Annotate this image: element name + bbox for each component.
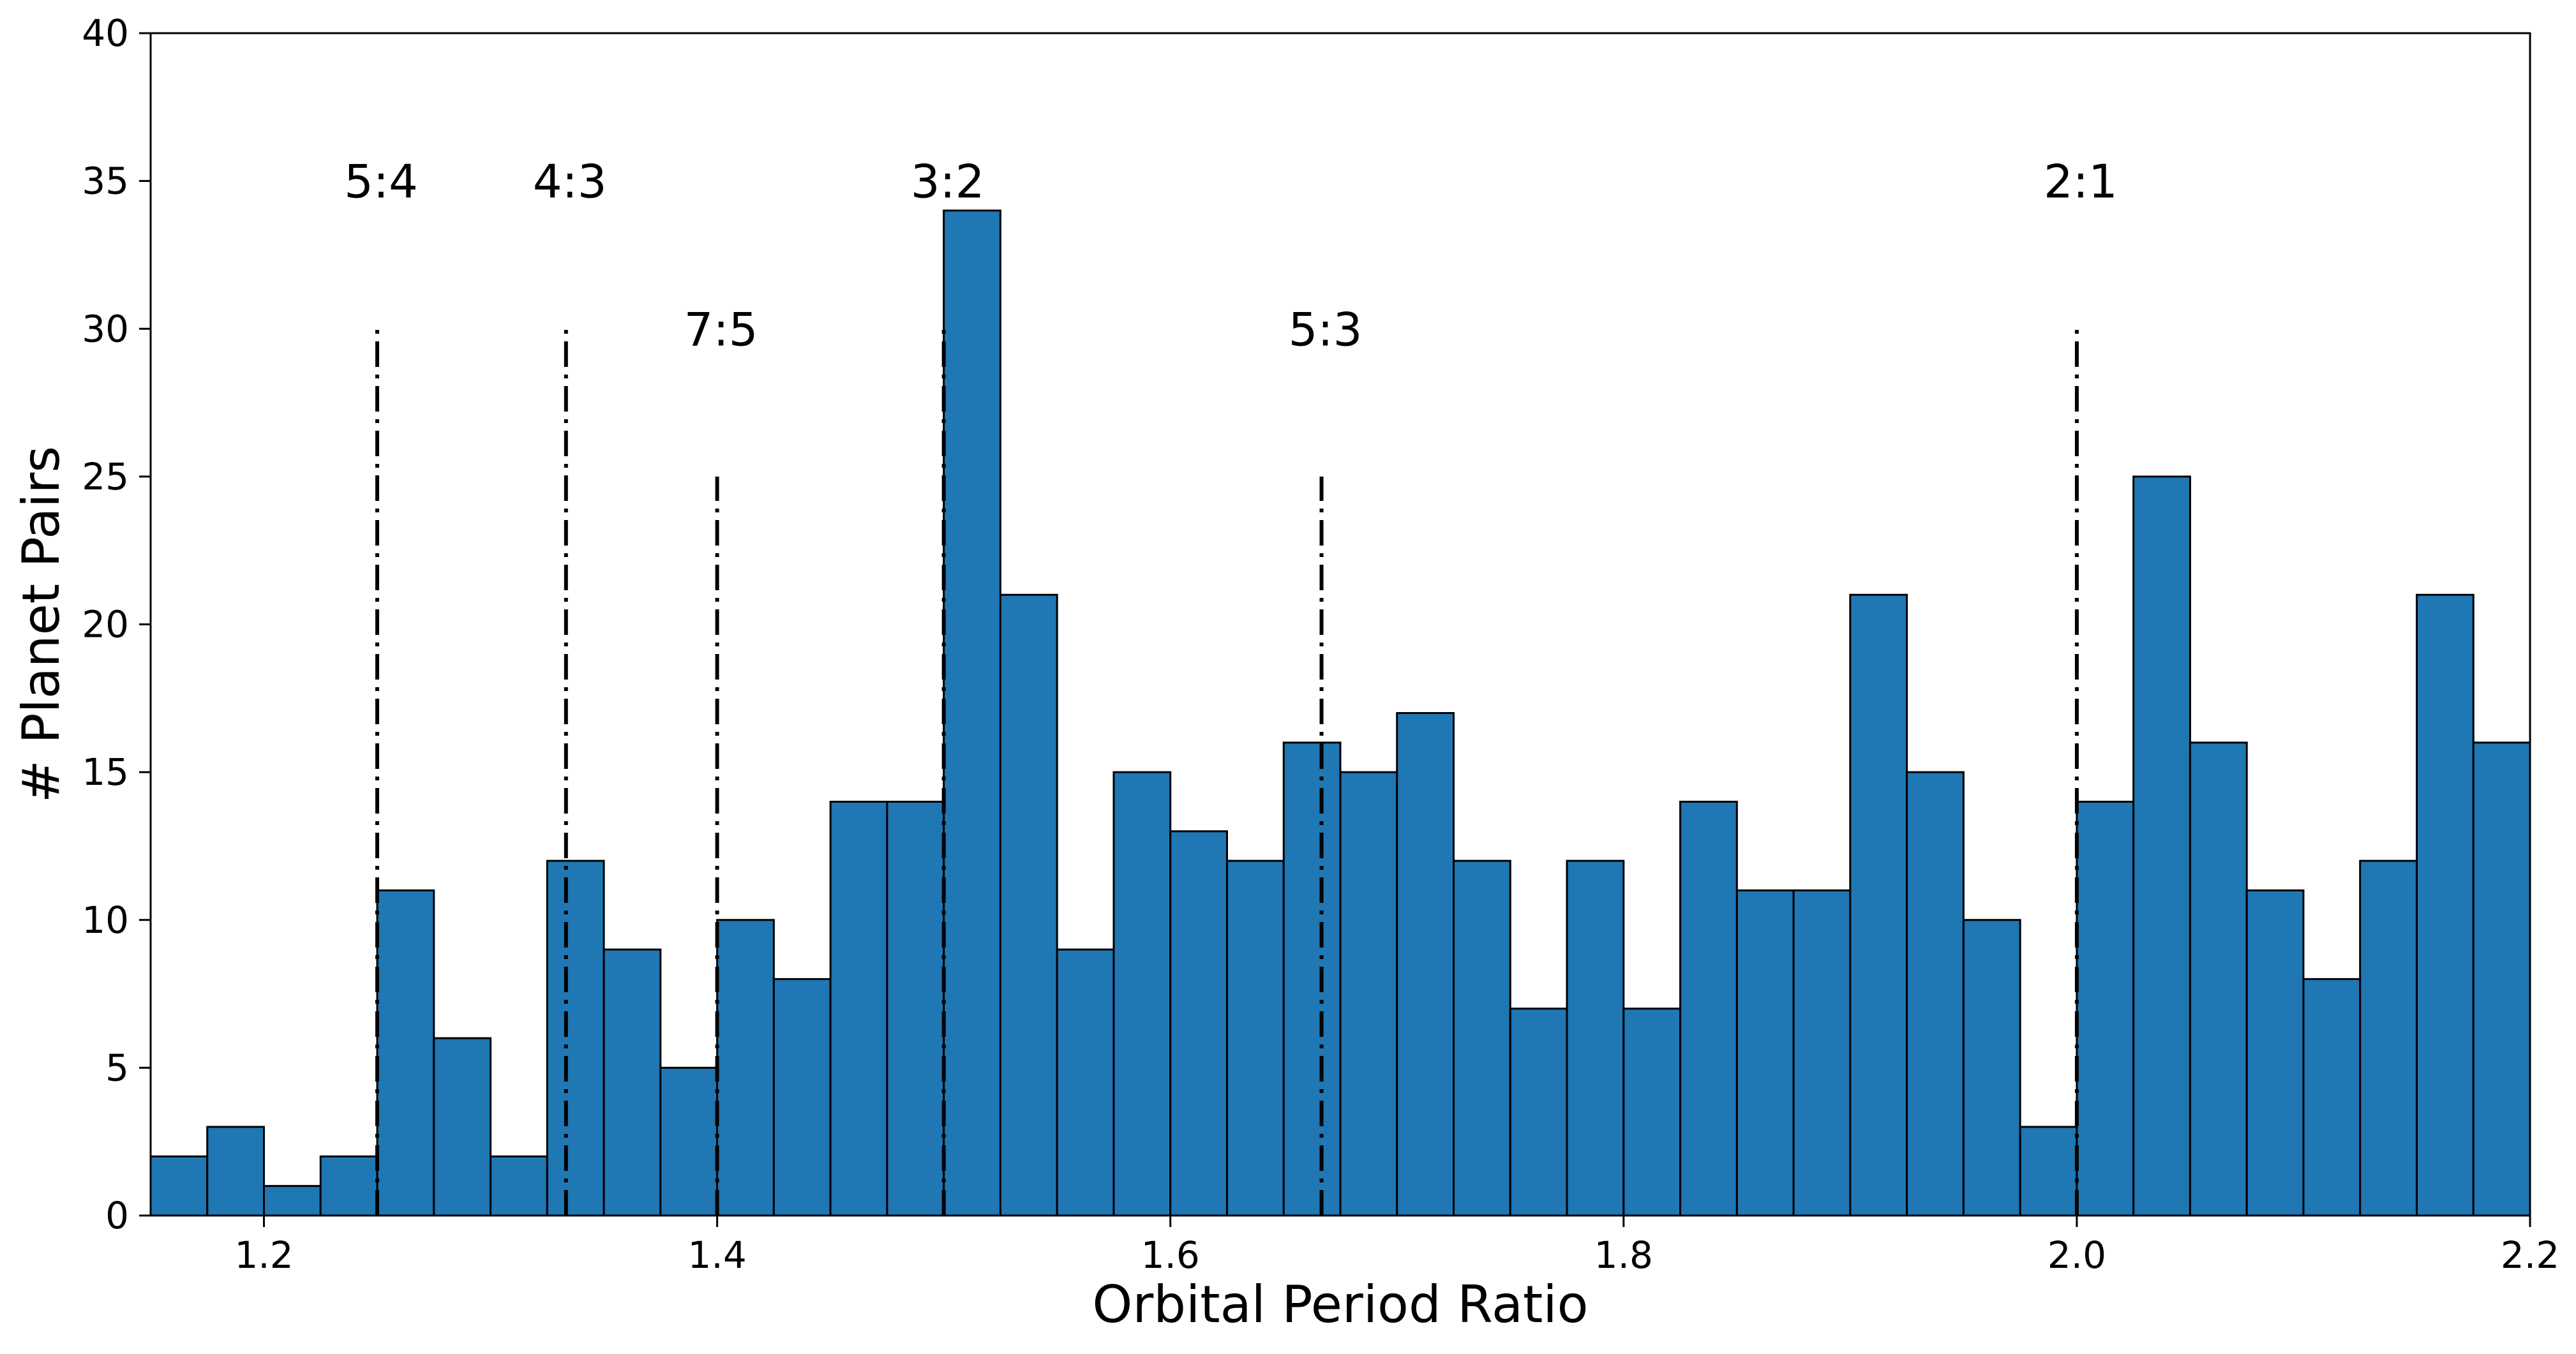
histogram-bar [1622,1008,1682,1217]
histogram-bar [829,800,888,1217]
histogram-bar [319,1155,378,1217]
y-axis-label: # Planet Pairs [11,446,71,803]
histogram-bar [263,1185,322,1217]
resonance-label: 5:4 [344,155,418,209]
histogram-bar [2076,800,2135,1217]
x-tick-label: 1.4 [687,1233,746,1277]
x-tick-label: 1.6 [1141,1233,1200,1277]
x-tick-label: 1.8 [1594,1233,1653,1277]
histogram-bar [206,1126,266,1217]
y-tick-label: 15 [82,750,129,794]
x-tick-label: 2.0 [2048,1233,2106,1277]
histogram-bar [2019,1126,2078,1217]
resonance-lines-layer: 5:4 4:3 7:5 3:2 5:3 2:1 [344,155,2118,1216]
histogram-bar [2415,593,2475,1217]
histogram-bar [943,209,1001,1217]
x-axis-label: Orbital Period Ratio [1092,1275,1588,1334]
x-tick-label: 2.2 [2501,1233,2559,1277]
histogram-bar [1282,741,1342,1217]
histogram-bar [1453,859,1511,1217]
y-tick-label: 40 [82,11,129,55]
resonance-label: 4:3 [533,155,607,209]
y-tick-label: 20 [82,603,129,646]
histogram-bar [1679,800,1738,1217]
histogram-bar [659,1066,719,1217]
histogram-bar [2245,889,2305,1217]
resonance-label: 5:3 [1289,302,1363,356]
histogram-bar [1056,948,1115,1217]
histogram-bar [490,1155,548,1217]
histogram-bar [1735,889,1795,1217]
histogram-bar [376,889,435,1217]
histogram-bar [433,1037,492,1217]
x-axis-ticks: 1.2 1.4 1.6 1.8 2.0 2.2 [234,1216,2559,1277]
y-tick-label: 25 [82,455,129,498]
histogram-bar [2132,475,2191,1217]
histogram-bar [716,919,775,1217]
y-tick-label: 5 [105,1046,129,1089]
histogram-bar [886,800,945,1217]
resonance-label: 3:2 [911,155,985,209]
histogram-bar [999,593,1058,1217]
resonance-label: 7:5 [684,302,758,356]
y-tick-label: 0 [105,1194,129,1237]
histogram-bar [1169,830,1228,1217]
histogram-bar [1849,593,1908,1217]
bars-layer [149,209,2531,1217]
histogram-bar [149,1155,209,1217]
resonance-label: 2:1 [2044,155,2118,209]
histogram-bar [2189,741,2248,1217]
x-tick-label: 1.2 [234,1233,293,1277]
y-tick-label: 35 [82,160,129,203]
histogram-bar [1792,889,1852,1217]
histogram-bar [1566,859,1625,1217]
y-tick-label: 30 [82,307,129,350]
histogram-bar [1906,771,1965,1217]
histogram-bar [1225,859,1285,1217]
y-axis-ticks: 0 5 10 15 20 25 30 35 40 [82,11,151,1237]
histogram-bar [772,978,832,1217]
y-tick-label: 10 [82,898,129,942]
histogram-bar [2302,978,2362,1217]
histogram-bar [1962,919,2021,1217]
histogram-bar [2472,741,2531,1217]
histogram-bar [1396,711,1455,1217]
histogram-bar [603,948,662,1217]
histogram-bar [1112,771,1172,1217]
histogram-bar [2359,859,2418,1217]
histogram-bar [546,859,605,1217]
histogram-bar [1339,771,1398,1217]
histogram-bar [1509,1008,1568,1217]
